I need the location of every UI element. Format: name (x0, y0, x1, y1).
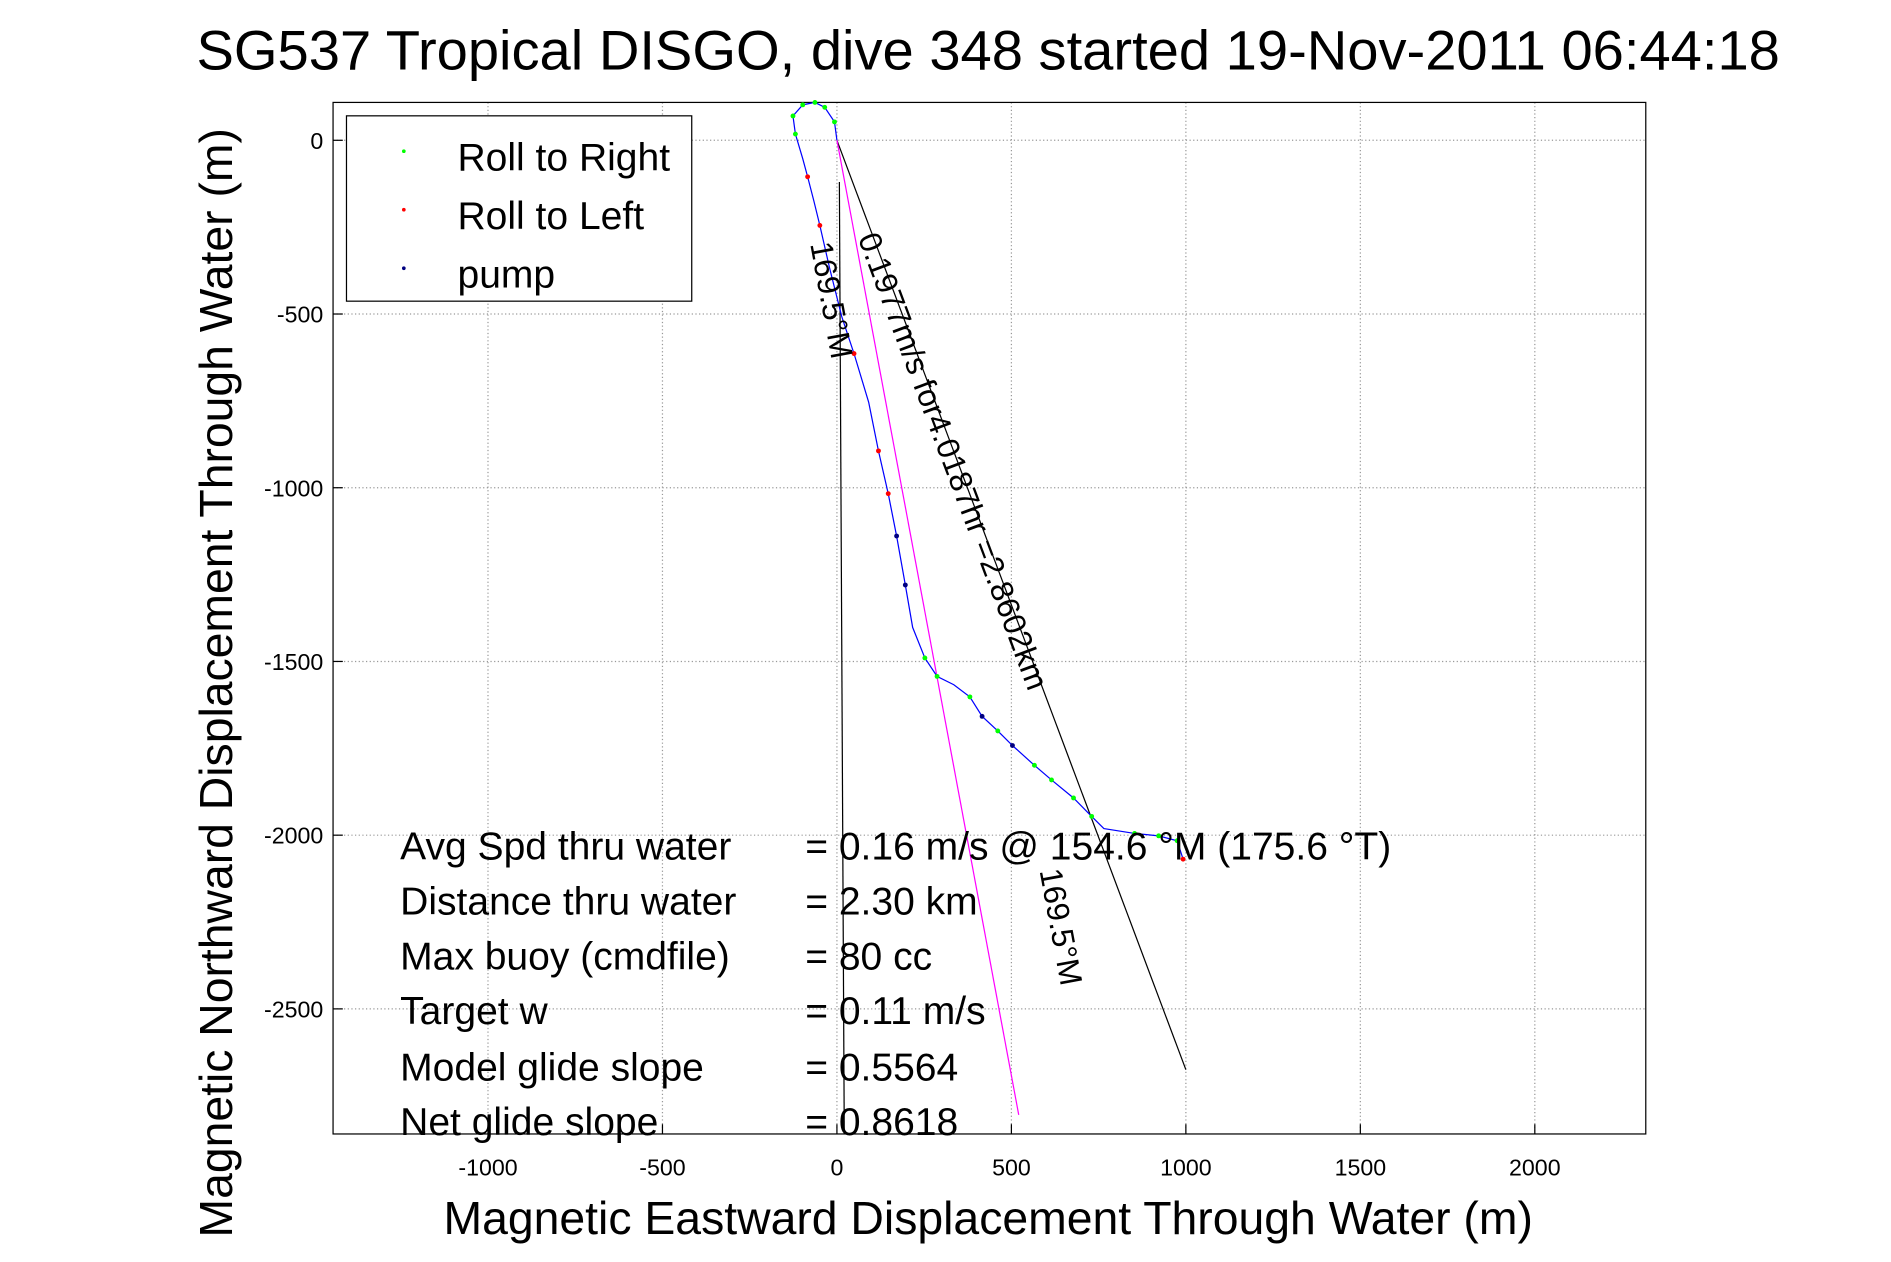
roll-left-point (876, 448, 881, 454)
roll-right-point (812, 99, 818, 105)
stat-label: Max buoy (cmdfile) (400, 935, 730, 978)
roll-right-point (1071, 795, 1076, 801)
dive-track-line (792, 101, 1184, 860)
roll-right-point (1089, 813, 1095, 819)
y-tick-label: 0 (310, 128, 323, 154)
x-tick-label: 0 (830, 1154, 843, 1180)
roll-right-point (792, 131, 798, 137)
roll-right-point (995, 728, 1001, 734)
legend-marker-roll-left (401, 207, 406, 212)
roll-right-point (1049, 777, 1054, 783)
roll-right-point (922, 655, 928, 661)
legend-marker-pump (401, 266, 406, 271)
x-tick-label: -1000 (458, 1154, 517, 1180)
roll-right-point (1031, 762, 1037, 768)
stat-label: Target w (400, 990, 548, 1033)
legend-label-pump: pump (458, 254, 556, 297)
y-tick-label: -500 (277, 302, 323, 328)
roll-left-point (851, 351, 857, 357)
x-tick-label: 2000 (1509, 1154, 1561, 1180)
stat-label: Avg Spd thru water (400, 826, 731, 869)
x-tick-label: -500 (639, 1154, 685, 1180)
plot-frame (332, 101, 1647, 1135)
stat-label: Net glide slope (400, 1101, 658, 1144)
legend-label-roll-right: Roll to Right (458, 137, 671, 180)
stat-value: = 80 cc (805, 935, 932, 978)
roll-right-point (967, 694, 973, 700)
y-tick-label: -1000 (264, 475, 323, 501)
y-tick-label: -2500 (264, 996, 323, 1022)
y-tick-label: -2000 (264, 823, 323, 849)
current-line (836, 140, 1187, 1070)
stat-value: = 0.11 m/s (805, 990, 985, 1033)
roll-right-point (822, 104, 828, 110)
heading-ref-line (838, 181, 845, 1134)
roll-right-point (790, 113, 796, 119)
stat-label: Distance thru water (400, 881, 736, 924)
pump-point (902, 582, 908, 588)
roll-right-point (800, 102, 806, 108)
roll-right-point (934, 673, 940, 679)
x-tick-label: 1500 (1335, 1154, 1387, 1180)
x-axis-label: Magnetic Eastward Displacement Through W… (443, 1192, 1532, 1244)
y-tick-label: -1500 (264, 649, 323, 675)
stat-value: = 0.8618 (805, 1101, 958, 1144)
chart-title: SG537 Tropical DISGO, dive 348 started 1… (197, 19, 1780, 82)
x-tick-label: 1000 (1160, 1154, 1212, 1180)
legend-label-roll-left: Roll to Left (458, 195, 645, 238)
roll-left-point (805, 174, 811, 180)
y-axis-label: Magnetic Northward Displacement Through … (190, 128, 242, 1237)
roll-right-point (1174, 838, 1180, 844)
pump-point (894, 533, 900, 539)
legend: Roll to Right Roll to Left pump (345, 115, 693, 302)
stat-label: Model glide slope (400, 1046, 704, 1089)
stat-value: = 0.5564 (805, 1046, 958, 1089)
roll-left-point (885, 491, 891, 497)
roll-right-point (1156, 833, 1162, 839)
roll-left-point (817, 222, 823, 228)
roll-right-point (1132, 830, 1138, 836)
pump-point (979, 713, 985, 719)
roll-right-point (832, 119, 837, 125)
stat-value: = 2.30 km (805, 881, 977, 924)
roll-left-point (1180, 856, 1186, 862)
stat-value: = 0.16 m/s @ 154.6 °M (175.6 °T) (805, 826, 1391, 869)
x-tick-label: 500 (992, 1154, 1031, 1180)
pump-point (1010, 743, 1015, 748)
legend-marker-roll-right (401, 149, 406, 154)
heading-line (836, 140, 1020, 1115)
